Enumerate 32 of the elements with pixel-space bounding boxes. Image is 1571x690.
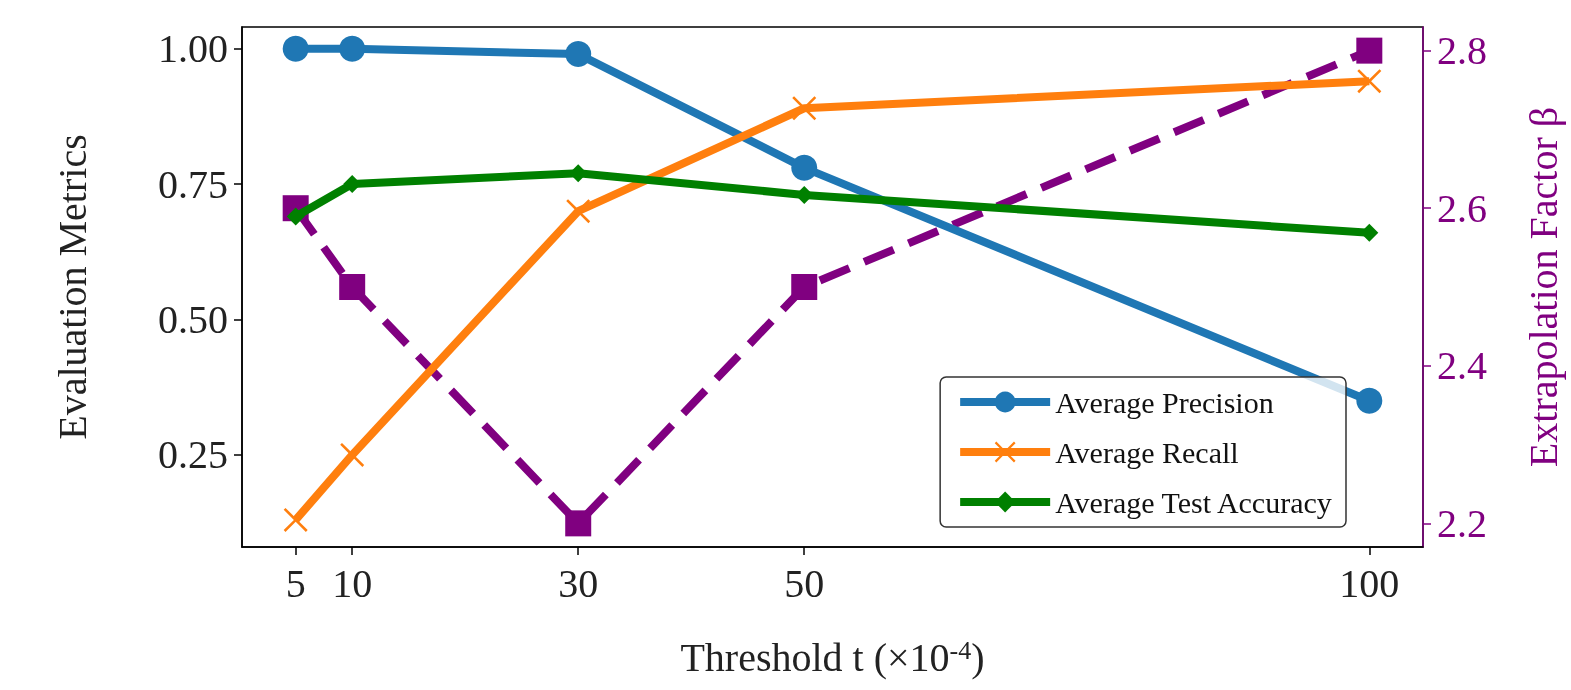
point	[566, 199, 591, 224]
y2-tick-label: 2.2	[1437, 500, 1487, 546]
point	[565, 41, 592, 68]
point	[1356, 387, 1383, 414]
x-tick-label: 10	[332, 560, 373, 606]
y2-axis-title: Extrapolation Factor β	[1520, 106, 1566, 468]
point	[792, 96, 817, 121]
point	[1357, 69, 1382, 94]
y2-tick-label: 2.4	[1437, 343, 1487, 389]
point	[791, 154, 818, 181]
x-tick-label: 100	[1339, 560, 1400, 606]
point	[339, 274, 366, 300]
legend-label: Average Recall	[1055, 435, 1239, 469]
point	[282, 35, 309, 62]
y2-tick-label: 2.8	[1437, 28, 1487, 74]
x-tick-label: 5	[285, 560, 306, 606]
y-axis-title: Evaluation Metrics	[49, 134, 95, 440]
point	[791, 274, 818, 300]
point	[283, 507, 308, 532]
y-tick-label: 1.00	[158, 26, 228, 72]
y-tick-label: 0.75	[158, 161, 228, 207]
y2-tick-label: 2.6	[1437, 185, 1487, 231]
point	[1356, 37, 1383, 64]
y-tick-label: 0.50	[158, 297, 228, 342]
point	[340, 442, 365, 467]
legend-label: Average Test Accuracy	[1055, 485, 1332, 519]
x-tick-label: 50	[784, 560, 825, 606]
legend-label: Average Precision	[1055, 385, 1274, 419]
point	[339, 35, 366, 62]
point	[565, 510, 592, 537]
x-tick-label: 30	[558, 560, 599, 606]
y-tick-label: 0.25	[158, 432, 228, 478]
